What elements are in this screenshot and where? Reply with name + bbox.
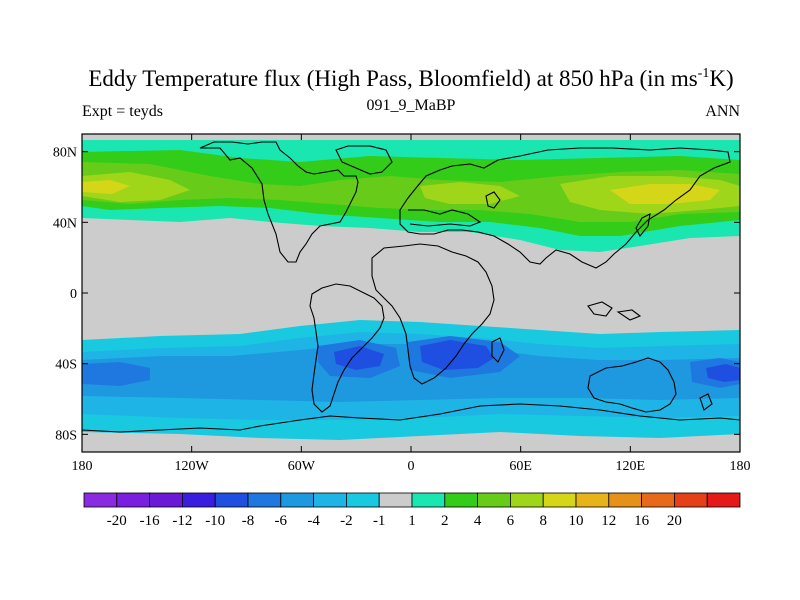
colorbar-swatch-4 [214, 492, 249, 508]
coastline-eurasia [399, 147, 731, 269]
colorbar-label-12: 6 [507, 513, 515, 529]
colorbar-swatch-2 [149, 492, 183, 508]
colorbar-label-17: 20 [667, 513, 682, 529]
coastlines [82, 141, 740, 433]
colorbar-swatch-16 [608, 492, 642, 508]
colorbar-swatch-17 [641, 492, 675, 508]
x-tick-label-5: 120E [616, 459, 646, 474]
south-core-west [82, 362, 150, 386]
colorbar-label-13: 8 [539, 513, 547, 529]
x-tick-label-2: 60W [288, 459, 316, 474]
y-tick-label-0: 80N [53, 146, 77, 161]
north-band-peak-asia [610, 184, 720, 204]
colorbar-swatch-10 [411, 492, 446, 508]
north-band-core-atlantic [82, 172, 190, 202]
subtitle-right: ANN [705, 103, 740, 120]
colorbar-swatch-19 [706, 492, 741, 508]
south-band-inner [82, 344, 740, 402]
chart-title: Eddy Temperature flux (High Pass, Bloomf… [88, 66, 733, 91]
colorbar-swatch-14 [542, 492, 577, 508]
colorbar-label-1: -16 [140, 513, 160, 529]
colorbar-label-6: -4 [307, 513, 320, 529]
colorbar-label-4: -8 [242, 513, 255, 529]
colorbar-swatch-0 [83, 492, 118, 508]
subtitle-center: 091_9_MaBP [367, 97, 456, 114]
colorbar-label-11: 4 [474, 513, 482, 529]
colorbar-swatch-3 [181, 492, 216, 508]
north-band-peak-europe [420, 182, 520, 204]
colorbar-swatch-18 [674, 492, 708, 508]
coastline-south-america [309, 283, 385, 413]
colorbar-label-3: -10 [205, 513, 225, 529]
coastline-indonesia [587, 301, 642, 321]
x-tick-label-4: 60E [509, 459, 532, 474]
south-flux-band [82, 320, 740, 440]
colorbar-label-14: 10 [569, 513, 584, 529]
coastline-australia [587, 357, 677, 413]
y-tick-label-4: 80S [55, 428, 77, 443]
coastline-mediterranean [408, 209, 482, 227]
x-tick-label-1: 120W [175, 459, 210, 474]
north-band-inner [82, 162, 740, 222]
colorbar-swatch-7 [313, 492, 347, 508]
colorbar-label-8: -1 [373, 513, 386, 529]
colorbar-swatch-6 [280, 492, 314, 508]
colorbar-swatch-9 [378, 492, 413, 508]
coastline-japan [635, 213, 651, 238]
colorbar-swatch-5 [247, 492, 282, 508]
coastline-madagascar [491, 337, 505, 363]
colorbar-swatch-11 [444, 492, 478, 508]
colorbar-swatch-12 [477, 492, 511, 508]
south-peak-east [706, 364, 740, 382]
coastline-caspian [485, 191, 501, 209]
colorbar-label-16: 16 [634, 513, 650, 529]
y-tick-label-3: 40S [55, 358, 77, 373]
colorbar-swatch-8 [345, 492, 380, 508]
colorbar-label-10: 2 [441, 513, 449, 529]
map-panel [82, 134, 740, 452]
coastline-greenland [335, 145, 393, 175]
colorbar-label-5: -6 [275, 513, 288, 529]
colorbar-label-2: -12 [172, 513, 192, 529]
colorbar-swatch-13 [509, 492, 544, 508]
coastline-new-zealand [699, 393, 713, 411]
north-flux-band [82, 140, 740, 252]
subtitle-left: Expt = teyds [82, 103, 163, 120]
colorbar-label-9: 1 [408, 513, 416, 529]
x-tick-label-3: 0 [408, 459, 415, 474]
coastline-north-america [199, 141, 359, 263]
x-tick-label-0: 180 [72, 459, 93, 474]
south-peak-atlantic [334, 346, 384, 370]
y-tick-label-2: 0 [70, 287, 77, 302]
colorbar-label-0: -20 [107, 513, 127, 529]
colorbar-swatch-1 [116, 492, 151, 508]
y-tick-label-1: 40N [53, 216, 77, 231]
axes: 180 120W 60W 0 60E 120E 180 80N 40N 0 40S 80S [53, 134, 751, 474]
colorbar-label-7: -2 [340, 513, 353, 529]
colorbar-label-15: 12 [601, 513, 616, 529]
colorbar-swatch-15 [575, 492, 610, 508]
coastline-africa [371, 243, 495, 385]
north-band-peak-atlantic [82, 180, 130, 194]
x-tick-label-6: 180 [730, 459, 751, 474]
coastline-antarctica [82, 403, 740, 433]
colorbar: -20 -16 -12 -10 -8 -6 -4 -2 -1 1 2 4 6 8 10 12 16 20 [83, 492, 741, 529]
